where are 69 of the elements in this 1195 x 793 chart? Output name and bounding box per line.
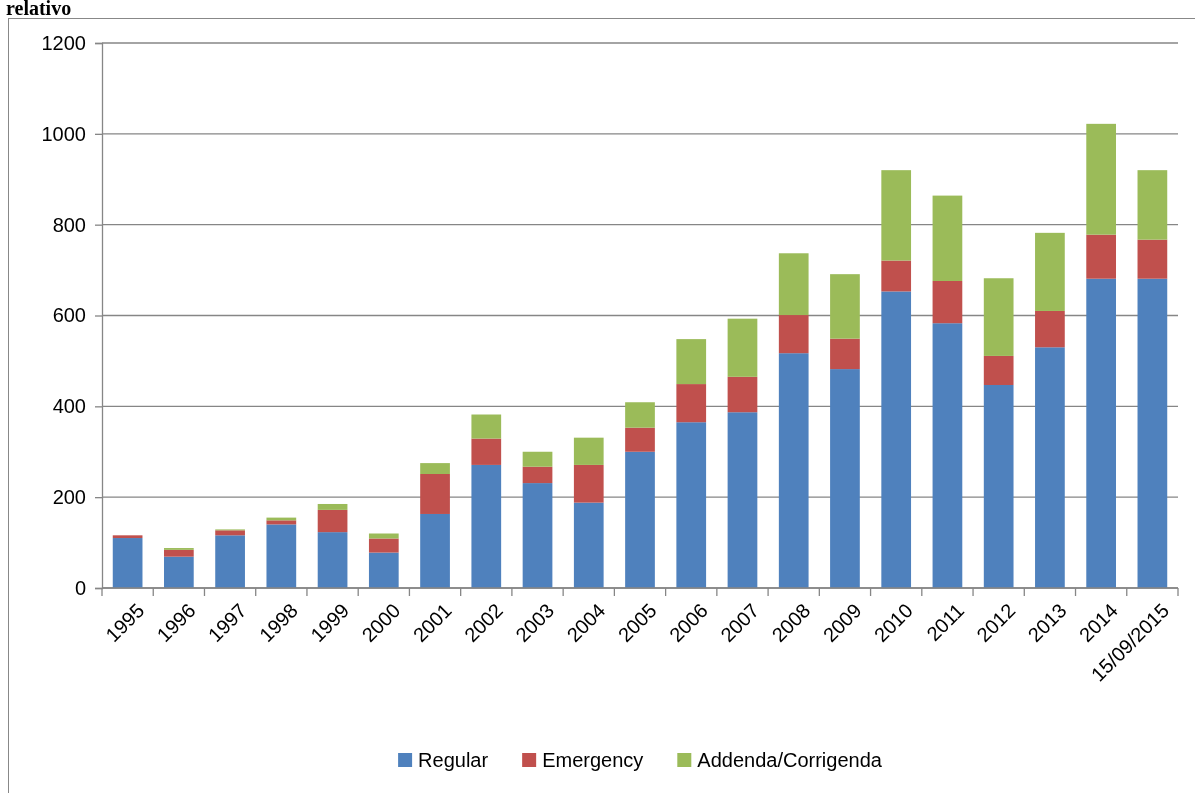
bar [676,384,707,423]
bar [983,355,1014,385]
bar [625,451,655,588]
bar [471,414,502,439]
bar [881,170,912,261]
bar [164,549,194,557]
bar [727,376,758,413]
bar [778,315,809,354]
bar [932,195,963,281]
y-tick-label: 600 [52,304,86,327]
bar [368,552,399,588]
bar [112,538,143,588]
bar [522,451,553,467]
bar [676,339,707,385]
bar [573,502,604,588]
legend-label: Regular [418,749,489,771]
bar [573,464,604,503]
bar [317,532,348,588]
legend-label: Addenda/Corrigenda [697,749,883,771]
y-tick-label: 1200 [41,31,86,54]
bar [317,503,348,510]
bar [932,280,963,324]
bar [1035,232,1065,311]
bar [1137,170,1168,240]
bar [1137,278,1168,588]
y-tick-label: 1000 [41,122,86,145]
chart-title: relativo [6,0,72,19]
bar [727,412,758,588]
bar [778,253,809,316]
bar [215,530,245,536]
bar [727,318,758,377]
bar [881,291,912,588]
bar [522,466,553,484]
y-tick-label: 200 [52,486,86,509]
bar [420,463,450,474]
bar [830,274,860,339]
bar [932,323,963,588]
bar [420,513,450,588]
bar [420,474,450,514]
bar [266,524,297,588]
bar [471,464,502,588]
bar [676,422,707,588]
legend-label: Emergency [542,749,644,771]
bar [164,556,194,588]
bar [830,369,860,588]
y-tick-label: 0 [74,576,86,599]
bar [471,438,502,465]
bar [778,353,809,588]
bar [317,509,348,533]
bar [830,338,860,370]
bar [625,402,655,428]
bar [1035,310,1065,348]
bar [625,427,655,452]
bar [1086,234,1116,279]
bar [266,520,297,525]
bar [215,535,245,588]
bar [881,260,912,292]
bar [1137,239,1168,279]
bar [983,384,1014,588]
bar [1035,347,1065,588]
bar [112,535,143,539]
bar [1086,278,1116,588]
bar [1086,123,1116,235]
bar [573,437,604,465]
y-tick-label: 400 [52,395,86,418]
bar [983,278,1014,356]
bar [522,483,553,588]
y-tick-label: 800 [52,213,86,236]
bar [368,538,399,553]
